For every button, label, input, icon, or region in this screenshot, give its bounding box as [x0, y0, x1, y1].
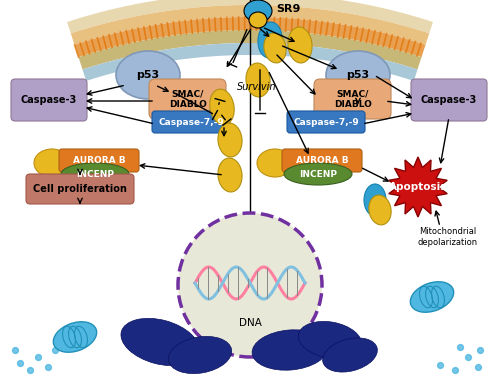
Text: Caspase-7,-9: Caspase-7,-9 [293, 117, 359, 127]
FancyBboxPatch shape [287, 111, 365, 133]
Ellipse shape [257, 149, 293, 177]
Text: Cell proliferation: Cell proliferation [33, 184, 127, 194]
Ellipse shape [258, 22, 282, 58]
Point [16, 360, 24, 366]
Text: Mitochondrial
depolarization: Mitochondrial depolarization [418, 227, 478, 247]
Point [44, 364, 52, 370]
Ellipse shape [252, 330, 328, 370]
FancyBboxPatch shape [314, 79, 391, 119]
Text: Survivin: Survivin [237, 82, 277, 92]
Ellipse shape [34, 149, 70, 177]
Ellipse shape [218, 123, 242, 157]
Text: SMAC/
DIABLO: SMAC/ DIABLO [334, 89, 372, 109]
Polygon shape [389, 157, 447, 217]
Ellipse shape [210, 89, 234, 125]
Polygon shape [78, 30, 422, 70]
FancyBboxPatch shape [411, 79, 487, 121]
Ellipse shape [244, 0, 272, 22]
Ellipse shape [326, 51, 390, 99]
Point [51, 347, 59, 353]
Ellipse shape [364, 184, 386, 216]
Text: DNA: DNA [238, 318, 262, 328]
Ellipse shape [410, 282, 454, 312]
Polygon shape [82, 43, 417, 81]
Text: Caspase-3: Caspase-3 [21, 95, 77, 105]
Text: p53: p53 [136, 70, 160, 80]
Point [456, 344, 464, 350]
FancyBboxPatch shape [59, 149, 139, 172]
Point [26, 367, 34, 373]
Polygon shape [67, 0, 433, 33]
Ellipse shape [288, 27, 312, 63]
Point [11, 347, 19, 353]
Ellipse shape [322, 338, 378, 372]
Ellipse shape [249, 12, 267, 28]
Text: INCENP: INCENP [76, 169, 114, 179]
Ellipse shape [61, 163, 129, 185]
FancyBboxPatch shape [282, 149, 362, 172]
Text: INCENP: INCENP [299, 169, 337, 179]
FancyBboxPatch shape [149, 79, 226, 119]
Text: p53: p53 [346, 70, 370, 80]
Point [436, 362, 444, 368]
Polygon shape [71, 5, 429, 45]
Point [34, 354, 42, 360]
Ellipse shape [298, 321, 362, 358]
Ellipse shape [54, 322, 96, 352]
Text: SMAC/
DIABLO: SMAC/ DIABLO [169, 89, 207, 109]
Text: AURORA B: AURORA B [72, 156, 126, 165]
Ellipse shape [264, 33, 286, 63]
Ellipse shape [168, 336, 232, 373]
Point [464, 354, 472, 360]
Circle shape [178, 213, 322, 357]
Ellipse shape [121, 318, 199, 366]
Text: SR9: SR9 [276, 4, 300, 14]
FancyBboxPatch shape [11, 79, 87, 121]
Text: Caspase-7,-9: Caspase-7,-9 [158, 117, 224, 127]
Ellipse shape [369, 195, 391, 225]
Text: Caspase-3: Caspase-3 [421, 95, 477, 105]
FancyBboxPatch shape [152, 111, 230, 133]
Ellipse shape [246, 63, 270, 97]
Ellipse shape [284, 163, 352, 185]
Point [451, 367, 459, 373]
Point [474, 364, 482, 370]
Ellipse shape [116, 51, 180, 99]
FancyBboxPatch shape [26, 174, 134, 204]
Text: Apoptosis: Apoptosis [389, 182, 447, 192]
Ellipse shape [218, 158, 242, 192]
Point [476, 347, 484, 353]
Polygon shape [74, 17, 426, 57]
Text: AURORA B: AURORA B [296, 156, 348, 165]
